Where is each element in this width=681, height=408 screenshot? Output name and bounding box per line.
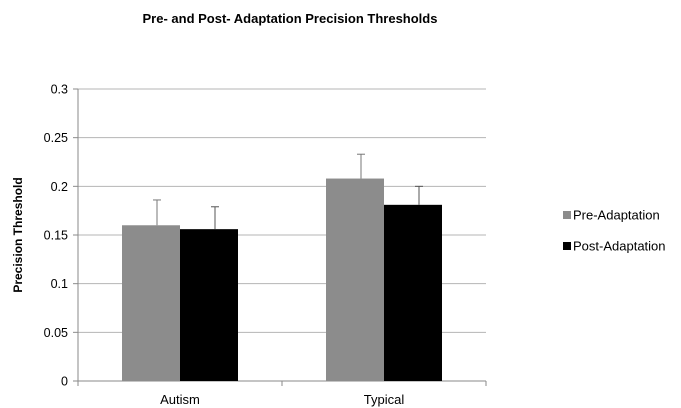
legend-swatch <box>563 242 571 250</box>
chart-title: Pre- and Post- Adaptation Precision Thre… <box>143 11 438 26</box>
legend: Pre-Adaptation Post-Adaptation <box>563 208 666 254</box>
y-tick-label: 0.3 <box>51 83 68 97</box>
bar-pre-adaptation-typical <box>326 178 384 381</box>
y-tick-label: 0.25 <box>44 131 68 145</box>
y-tick-label: 0.2 <box>51 180 68 194</box>
bar-post-adaptation-autism <box>180 229 238 381</box>
y-tick-labels: 0 0.05 0.1 0.15 0.2 0.25 0.3 <box>44 83 68 389</box>
bar-post-adaptation-typical <box>384 204 442 381</box>
bar-pre-adaptation-autism <box>122 225 180 381</box>
y-tick-label: 0.15 <box>44 229 68 243</box>
x-category-label: Autism <box>160 392 200 407</box>
legend-label: Pre-Adaptation <box>573 208 660 223</box>
legend-swatch <box>563 211 571 219</box>
error-bars <box>153 153 423 230</box>
x-category-label: Typical <box>364 392 405 407</box>
x-category-labels: Autism Typical <box>160 392 404 407</box>
y-tick-label: 0.05 <box>44 326 68 340</box>
y-tick-label: 0.1 <box>51 277 68 291</box>
legend-label: Post-Adaptation <box>573 239 666 254</box>
y-tick-label: 0 <box>61 375 68 389</box>
y-axis-label: Precision Threshold <box>11 177 25 292</box>
bars <box>122 178 442 381</box>
